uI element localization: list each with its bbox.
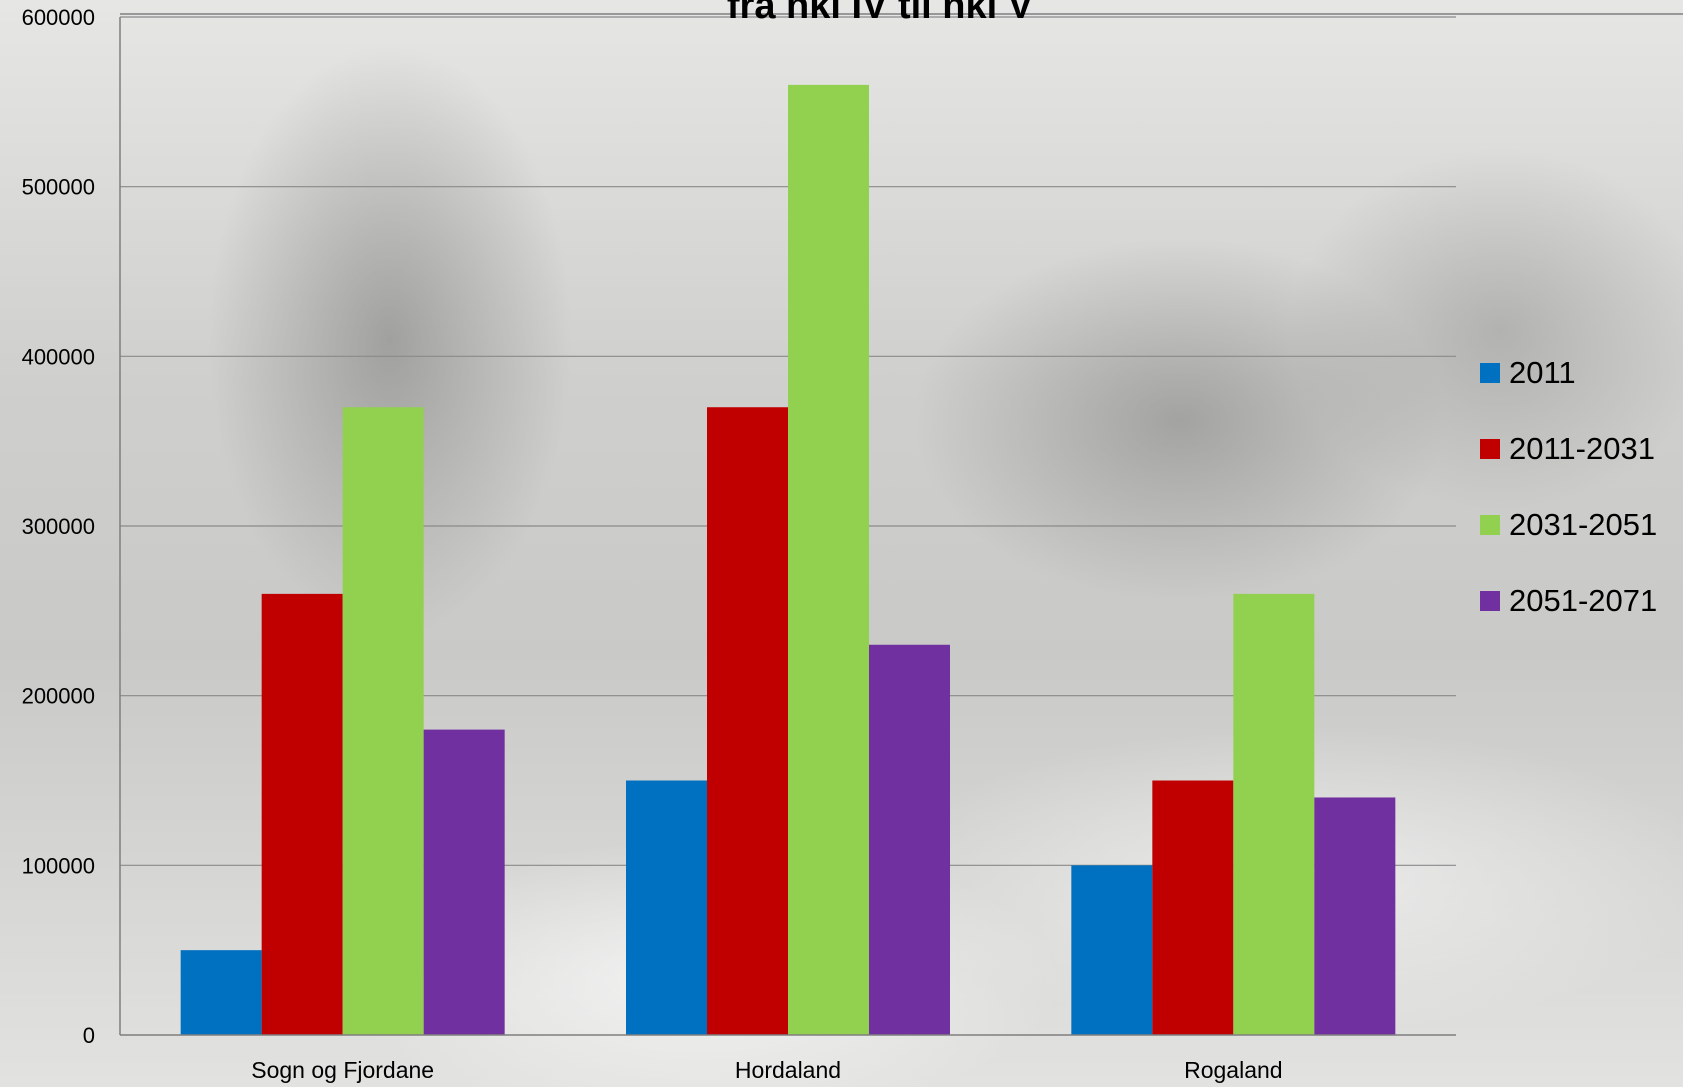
legend-swatch xyxy=(1480,591,1500,611)
bar-rogaland-2011 xyxy=(1071,865,1153,1035)
legend-item: 2011-2031 xyxy=(1480,430,1680,468)
legend-swatch xyxy=(1480,439,1500,459)
bar-sogn-og-fjordane-2031-2051 xyxy=(342,407,424,1035)
x-tick-label: Sogn og Fjordane xyxy=(251,1057,434,1083)
legend: 2011 2011-2031 2031-2051 2051-2071 xyxy=(1480,354,1680,658)
bars xyxy=(180,84,1396,1035)
y-tick-label: 400000 xyxy=(22,344,95,369)
legend-item: 2031-2051 xyxy=(1480,506,1680,544)
bar-sogn-og-fjordane-2011 xyxy=(180,950,262,1035)
y-tick-label: 0 xyxy=(83,1023,95,1048)
bar-sogn-og-fjordane-2011-2031 xyxy=(261,593,343,1035)
chart-title: fra nkl IV til nkl V xyxy=(727,0,1034,27)
legend-label: 2011 xyxy=(1509,355,1576,390)
x-tick-labels: Sogn og Fjordane Hordaland Rogaland xyxy=(251,1057,1282,1083)
bar-sogn-og-fjordane-2051-2071 xyxy=(423,729,505,1035)
y-tick-label: 600000 xyxy=(22,5,95,30)
legend-label: 2051-2071 xyxy=(1509,583,1658,618)
bar-hordaland-2031-2051 xyxy=(788,84,869,1035)
y-tick-label: 500000 xyxy=(22,175,95,200)
y-tick-label: 100000 xyxy=(22,853,95,878)
legend-label: 2011-2031 xyxy=(1509,431,1655,466)
bar-hordaland-2011 xyxy=(626,780,707,1035)
bar-rogaland-2031-2051 xyxy=(1233,593,1315,1035)
bar-rogaland-2011-2031 xyxy=(1152,780,1234,1035)
x-tick-label: Hordaland xyxy=(735,1057,841,1083)
bar-hordaland-2051-2071 xyxy=(869,644,950,1035)
y-tick-label: 300000 xyxy=(22,514,95,539)
bar-hordaland-2011-2031 xyxy=(707,407,788,1035)
axes xyxy=(119,13,1683,1036)
legend-item: 2011 xyxy=(1480,354,1680,392)
legend-label: 2031-2051 xyxy=(1509,507,1658,542)
x-tick-label: Rogaland xyxy=(1184,1057,1282,1083)
y-tick-label: 200000 xyxy=(22,684,95,709)
legend-swatch xyxy=(1480,363,1500,383)
legend-item: 2051-2071 xyxy=(1480,582,1680,620)
y-tick-labels: 0 100000 200000 300000 400000 500000 600000 xyxy=(22,5,95,1048)
legend-swatch xyxy=(1480,515,1500,535)
bar-rogaland-2051-2071 xyxy=(1314,797,1396,1035)
